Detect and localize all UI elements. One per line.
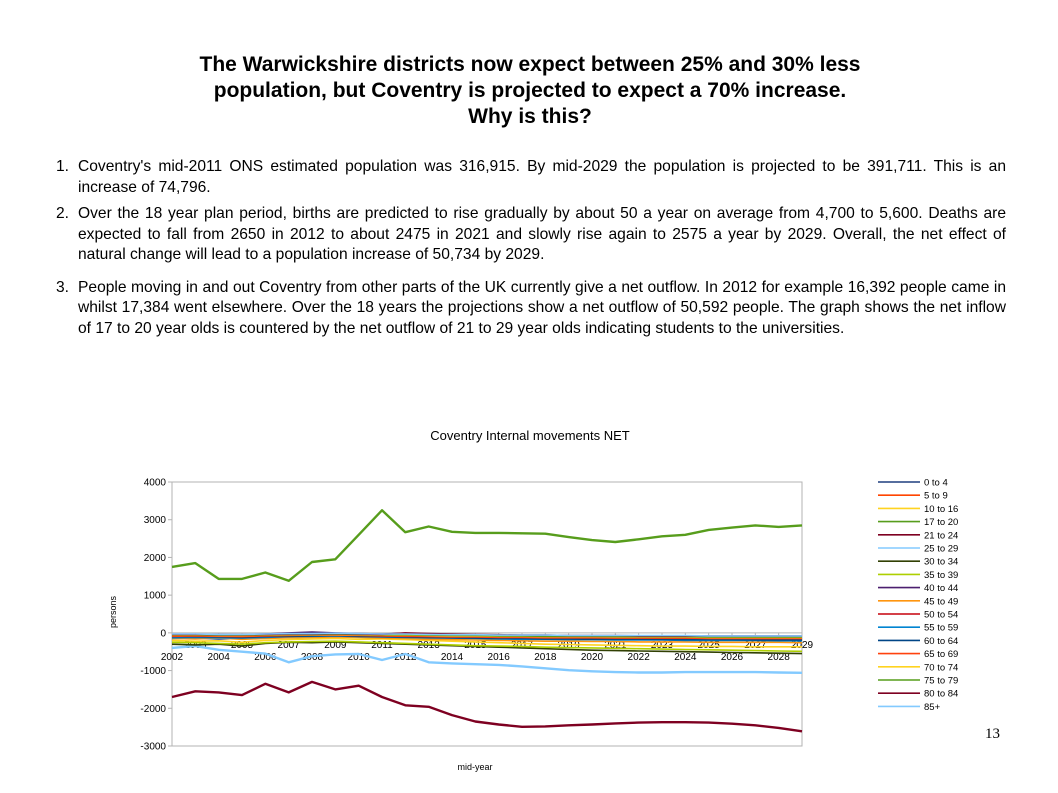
legend-label: 40 to 44 [924, 583, 958, 594]
y-tick-label: -2000 [140, 704, 166, 715]
x-tick-label: 2028 [768, 652, 791, 663]
legend-label: 45 to 49 [924, 596, 958, 607]
x-tick-label: 2014 [441, 652, 464, 663]
y-tick-label: 0 [160, 628, 166, 639]
legend-label: 80 to 84 [924, 689, 958, 700]
x-tick-label: 2029 [791, 640, 814, 651]
x-axis-label: mid-year [457, 762, 492, 772]
point-text: People moving in and out Coventry from o… [78, 278, 1006, 337]
series-line-35-to-39 [171, 640, 803, 653]
legend-label: 17 to 20 [924, 517, 958, 528]
x-tick-label: 2027 [744, 640, 767, 651]
x-tick-label: 2002 [161, 652, 184, 663]
chart-series [171, 509, 803, 733]
y-axis-label: persons [108, 595, 118, 628]
x-tick-label: 2009 [324, 640, 347, 651]
x-tick-label: 2011 [371, 640, 393, 651]
x-tick-label: 2012 [394, 652, 417, 663]
legend-label: 85+ [924, 702, 941, 713]
x-tick-label: 2024 [674, 652, 697, 663]
x-tick-label: 2019 [558, 640, 581, 651]
numbered-points: 1. Coventry's mid-2011 ONS estimated pop… [56, 157, 1006, 339]
x-tick-label: 2026 [721, 652, 744, 663]
y-tick-label: -1000 [140, 666, 166, 677]
series-line-17-to-20 [171, 509, 803, 582]
x-tick-label: 2004 [208, 652, 231, 663]
slide-title: The Warwickshire districts now expect be… [60, 52, 1000, 130]
chart-title: Coventry Internal movements NET [430, 428, 630, 443]
legend-label: 75 to 79 [924, 676, 958, 687]
title-line-3: Why is this? [468, 105, 592, 128]
legend-label: 35 to 39 [924, 570, 958, 581]
series-line-21-to-24 [171, 680, 803, 733]
y-tick-label: 3000 [144, 515, 167, 526]
page-number: 13 [985, 726, 1000, 742]
x-tick-label: 2016 [488, 652, 511, 663]
x-tick-label: 2025 [698, 640, 721, 651]
legend-label: 10 to 16 [924, 504, 958, 515]
y-tick-label: 4000 [144, 478, 167, 489]
y-tick-label: -3000 [140, 742, 166, 753]
legend-label: 70 to 74 [924, 662, 958, 673]
series-line-45-to-49 [171, 636, 803, 644]
title-line-1: The Warwickshire districts now expect be… [199, 53, 861, 76]
series-line-10-to-16 [171, 637, 802, 648]
chart-legend: 0 to 4 5 to 9 10 to 16 17 to 20 21 to 24 25 t… [878, 478, 958, 713]
x-tick-label: 2007 [278, 640, 301, 651]
series-line-25-to-29 [171, 644, 803, 674]
title-line-2: population, but Coventry is projected to… [213, 79, 847, 102]
x-tick-label: 2022 [628, 652, 651, 663]
x-tick-label: 2006 [254, 652, 277, 663]
y-tick-label: 2000 [144, 553, 167, 564]
legend-label: 30 to 34 [924, 557, 958, 568]
point-number: 1. [56, 158, 70, 175]
x-tick-label: 2020 [581, 652, 604, 663]
x-tick-label: 2010 [348, 652, 371, 663]
point-1: 1. Coventry's mid-2011 ONS estimated pop… [56, 157, 1006, 198]
point-3: 3. People moving in and out Coventry fro… [56, 278, 1006, 340]
x-tick-label: 2018 [534, 652, 557, 663]
legend-label: 21 to 24 [924, 530, 958, 541]
legend-label: 0 to 4 [924, 478, 948, 489]
point-2: 2. Over the 18 year plan period, births … [56, 204, 1006, 266]
legend-label: 5 to 9 [924, 491, 948, 502]
series-line-85- [172, 632, 802, 637]
legend-label: 50 to 54 [924, 610, 958, 621]
point-number: 3. [56, 278, 70, 296]
y-tick-label: 1000 [144, 591, 167, 602]
point-text: Coventry's mid-2011 ONS estimated popula… [78, 158, 1006, 196]
x-tick-label: 2017 [511, 640, 534, 651]
legend-label: 65 to 69 [924, 649, 958, 660]
legend-label: 25 to 29 [924, 544, 958, 555]
legend-label: 60 to 64 [924, 636, 958, 647]
point-text: Over the 18 year plan period, births are… [78, 205, 1006, 263]
plot-area-border [171, 481, 803, 747]
chart-axes: 4000 3000 2000 1000 0 -1000 -2000 -3000 2002 2004… [140, 478, 813, 753]
legend-label: 55 to 59 [924, 623, 958, 634]
point-number: 2. [56, 205, 70, 222]
